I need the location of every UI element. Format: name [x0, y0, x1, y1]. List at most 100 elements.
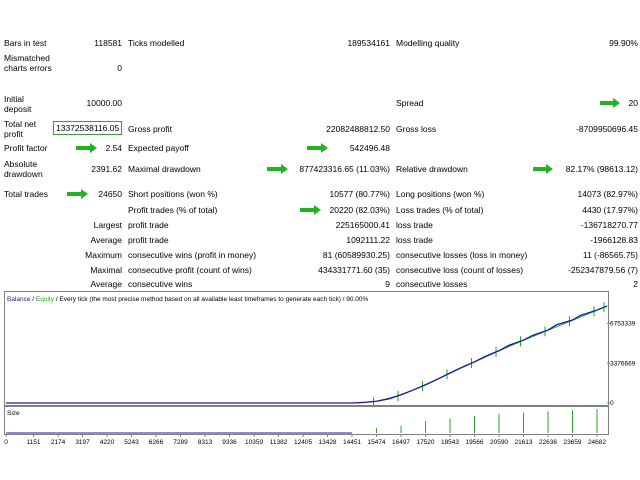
- x-tick-label: 9336: [222, 439, 237, 446]
- profit-trades-value: 20220 (82.03%): [329, 205, 391, 215]
- average-label: Average: [90, 235, 122, 245]
- profit-trades-label: Profit trades (% of total): [128, 205, 218, 215]
- maximum-wins-label: consecutive wins (profit in money): [128, 250, 257, 260]
- total-net-profit-value: 13372538116.05: [53, 121, 123, 135]
- total-net-profit-label: Total net profit: [4, 119, 37, 139]
- x-tick-label: 20590: [490, 439, 508, 446]
- chart-description: / Every tick (the most precise method ba…: [54, 296, 369, 303]
- largest-loss-label: loss trade: [396, 220, 433, 230]
- average-consec-wins-value: 9: [385, 279, 390, 289]
- x-tick-label: 18543: [441, 439, 459, 446]
- mismatched-label: Mismatched charts errors: [4, 53, 52, 73]
- ticks-modelled-label: Ticks modelled: [128, 38, 185, 48]
- loss-trades-label: Loss trades (% of total): [396, 205, 484, 215]
- maximal-profit-value: 434331771.60 (35): [318, 265, 390, 275]
- y-tick-label: 6753339: [610, 321, 636, 328]
- y-tick-label: 0: [610, 400, 614, 407]
- maximum-losses-label: consecutive losses (loss in money): [396, 250, 528, 260]
- maximum-wins-value: 81 (60589930.25): [322, 250, 390, 260]
- gross-loss-label: Gross loss: [396, 124, 437, 134]
- average-profit-value: 1092111.22: [346, 235, 390, 245]
- modelling-quality-value: 99.90%: [609, 38, 638, 48]
- ticks-modelled-value: 189534161: [347, 38, 390, 48]
- x-tick-label: 21613: [514, 439, 532, 446]
- x-tick-label: 3197: [75, 439, 90, 446]
- largest-label: Largest: [93, 220, 122, 230]
- average-profit-label: profit trade: [128, 235, 169, 245]
- gross-profit-label: Gross profit: [128, 124, 172, 134]
- x-tick-label: 4220: [100, 439, 115, 446]
- y-axis-ticks: 6753339 3376669 0: [607, 321, 636, 407]
- initial-deposit-value: 10000.00: [86, 98, 122, 108]
- x-tick-label: 12405: [294, 439, 312, 446]
- x-tick-label: 2174: [51, 439, 66, 446]
- average-consec-wins-label: consecutive wins: [128, 279, 193, 289]
- x-tick-label: 22636: [539, 439, 557, 446]
- x-tick-label: 13428: [318, 439, 336, 446]
- x-tick-label: 7289: [173, 439, 188, 446]
- absolute-drawdown-value: 2391.62: [91, 164, 122, 174]
- maximum-label: Maximum: [85, 250, 122, 260]
- profit-factor-label: Profit factor: [4, 143, 48, 153]
- maximal-loss-value: -252347879.56 (7): [568, 265, 638, 275]
- modelling-quality-label: Modelling quality: [396, 38, 460, 48]
- maximal-drawdown-label: Maximal drawdown: [128, 164, 201, 174]
- total-trades-value: 24650: [98, 189, 122, 199]
- average-consec-label: Average: [90, 279, 122, 289]
- short-positions-label: Short positions (won %): [128, 189, 218, 199]
- balance-series: [6, 305, 608, 404]
- expected-payoff-label: Expected payoff: [128, 143, 189, 153]
- bars-in-test-value: 118581: [94, 38, 122, 48]
- expected-payoff-value: 542496.48: [349, 143, 390, 153]
- x-tick-label: 11382: [270, 439, 288, 446]
- relative-drawdown-label: Relative drawdown: [396, 164, 468, 174]
- long-positions-label: Long positions (won %): [396, 189, 485, 199]
- x-tick-label: 23659: [563, 439, 581, 446]
- largest-profit-value: 225165000.41: [335, 220, 390, 230]
- largest-profit-label: profit trade: [128, 220, 169, 230]
- size-series: [6, 409, 598, 434]
- maximal-label: Maximal: [90, 265, 122, 275]
- maximal-loss-label: consecutive loss (count of losses): [396, 265, 524, 275]
- profit-factor-value: 2.54: [105, 143, 122, 153]
- largest-loss-value: -136718270.77: [580, 220, 638, 230]
- x-tick-label: 5243: [124, 439, 139, 446]
- mismatched-value: 0: [117, 63, 122, 73]
- relative-drawdown-value: 82.17% (98613.12): [565, 164, 638, 174]
- size-plot-frame: [4, 406, 609, 435]
- maximal-profit-label: consecutive profit (count of wins): [128, 265, 252, 275]
- main-plot-frame: [4, 291, 609, 406]
- spread-label: Spread: [396, 98, 424, 108]
- balance-legend: Balance: [7, 296, 31, 303]
- x-tick-label: 10359: [245, 439, 263, 446]
- equity-legend: Equity: [36, 296, 55, 303]
- x-tick-label: 6266: [149, 439, 164, 446]
- maximal-drawdown-value: 877423316.65 (11.03%): [299, 164, 390, 174]
- long-positions-value: 14073 (82.97%): [577, 189, 639, 199]
- spread-value: 20: [628, 98, 638, 108]
- absolute-drawdown-label: Absolute drawdown: [4, 159, 43, 179]
- average-loss-value: -1966128.83: [590, 235, 638, 245]
- maximum-losses-value: 11 (-86565.75): [582, 250, 638, 260]
- x-tick-label: 0: [4, 439, 8, 446]
- x-tick-label: 8313: [198, 439, 213, 446]
- chart-header: Balance / Equity / Every tick (the most …: [7, 296, 369, 303]
- x-tick-label: 15474: [367, 439, 385, 446]
- balance-equity-chart: Balance / Equity / Every tick (the most …: [4, 291, 636, 446]
- gross-profit-value: 22082488812.50: [326, 124, 390, 134]
- bars-in-test-label: Bars in test: [4, 38, 47, 48]
- average-consec-losses-label: consecutive losses: [396, 279, 468, 289]
- x-tick-label: 24682: [588, 439, 606, 446]
- short-positions-value: 10577 (80.77%): [329, 189, 391, 199]
- total-trades-label: Total trades: [4, 189, 48, 199]
- x-tick-label: 1151: [27, 439, 41, 446]
- x-axis-ticks: 0 1151 2174 3197 4220 5243 6266 7289 8313 9336 103…: [4, 434, 606, 446]
- average-loss-label: loss trade: [396, 235, 433, 245]
- initial-deposit-label: Initial deposit: [4, 94, 32, 114]
- balance-line: [6, 305, 608, 404]
- x-tick-label: 16497: [392, 439, 410, 446]
- loss-trades-value: 4430 (17.97%): [582, 205, 638, 215]
- gross-loss-value: -8709950696.45: [576, 124, 638, 134]
- average-consec-losses-value: 2: [633, 279, 638, 289]
- x-tick-label: 14451: [343, 439, 361, 446]
